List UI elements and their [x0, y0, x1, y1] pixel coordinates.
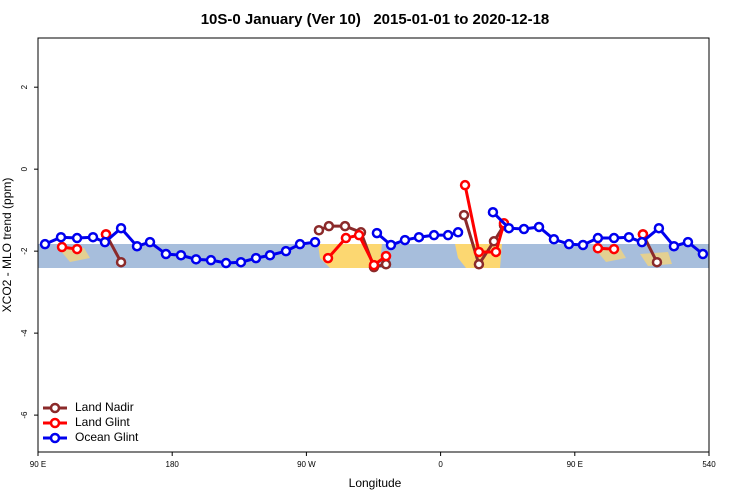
x-tick-label: 90 E [30, 460, 46, 469]
point [371, 227, 383, 239]
y-tick-label: 0 [20, 166, 29, 171]
point [294, 238, 306, 250]
y-tick-label: 2 [20, 84, 29, 89]
point [428, 229, 440, 241]
point [385, 239, 397, 251]
point [651, 256, 663, 268]
point [697, 248, 709, 260]
series-line [104, 214, 659, 269]
chart-title: 10S-0 January (Ver 10) 2015-01-01 to 202… [201, 11, 550, 28]
point [533, 221, 545, 233]
point [682, 236, 694, 248]
point [313, 224, 325, 236]
point [368, 259, 380, 271]
point [608, 232, 620, 244]
point [577, 239, 589, 251]
point [548, 234, 560, 245]
point [413, 231, 425, 243]
point [608, 243, 620, 255]
point [668, 240, 680, 252]
point [160, 248, 172, 260]
x-axis-label: Longitude [349, 476, 402, 490]
point [175, 249, 187, 261]
point [353, 229, 365, 241]
point [205, 254, 217, 266]
point [71, 232, 83, 244]
point [653, 222, 665, 234]
point [503, 222, 515, 234]
legend-label: Land Glint [75, 415, 130, 429]
x-tick-label: 180 [166, 460, 180, 469]
point [380, 250, 392, 262]
point [473, 259, 485, 270]
point [399, 234, 411, 246]
y-tick-label: -4 [20, 329, 29, 337]
land-patch [60, 248, 90, 262]
point [131, 240, 143, 252]
point [459, 179, 471, 191]
point [55, 231, 67, 243]
point [190, 254, 202, 265]
point [592, 232, 604, 244]
point [144, 236, 156, 248]
point [623, 231, 635, 243]
y-tick-label: -6 [20, 411, 29, 419]
point [115, 256, 127, 268]
point [563, 238, 575, 250]
point [452, 227, 464, 238]
point [87, 231, 99, 243]
point [280, 245, 292, 257]
x-tick-label: 90 W [297, 460, 316, 469]
x-tick-label: 90 E [567, 460, 583, 469]
point [250, 252, 262, 264]
legend-marker [49, 432, 61, 444]
point [115, 222, 127, 234]
point [380, 259, 392, 270]
point [339, 220, 351, 232]
point [636, 236, 648, 248]
x-tick-label: 540 [702, 460, 716, 469]
y-axis-label: XCO2 - MLO trend (ppm) [0, 178, 14, 313]
point [309, 236, 321, 248]
legend-label: Ocean Glint [75, 430, 139, 444]
point [99, 236, 111, 248]
point [473, 246, 485, 258]
point [264, 249, 276, 261]
point [487, 206, 499, 218]
point [71, 243, 83, 255]
legend-label: Land Nadir [75, 400, 134, 414]
plot-frame [37, 37, 710, 453]
y-tick-label: -2 [20, 247, 29, 255]
point [220, 257, 232, 269]
point [458, 209, 470, 221]
point [39, 238, 51, 250]
point [322, 252, 334, 264]
point [323, 220, 335, 232]
legend-marker [49, 402, 61, 414]
x-tick-label: 0 [438, 460, 443, 469]
point [490, 246, 502, 258]
point [340, 232, 352, 244]
point [518, 223, 530, 235]
point [592, 243, 604, 254]
point [56, 241, 68, 253]
legend-marker [49, 417, 61, 429]
point [235, 256, 247, 268]
point [442, 229, 454, 241]
